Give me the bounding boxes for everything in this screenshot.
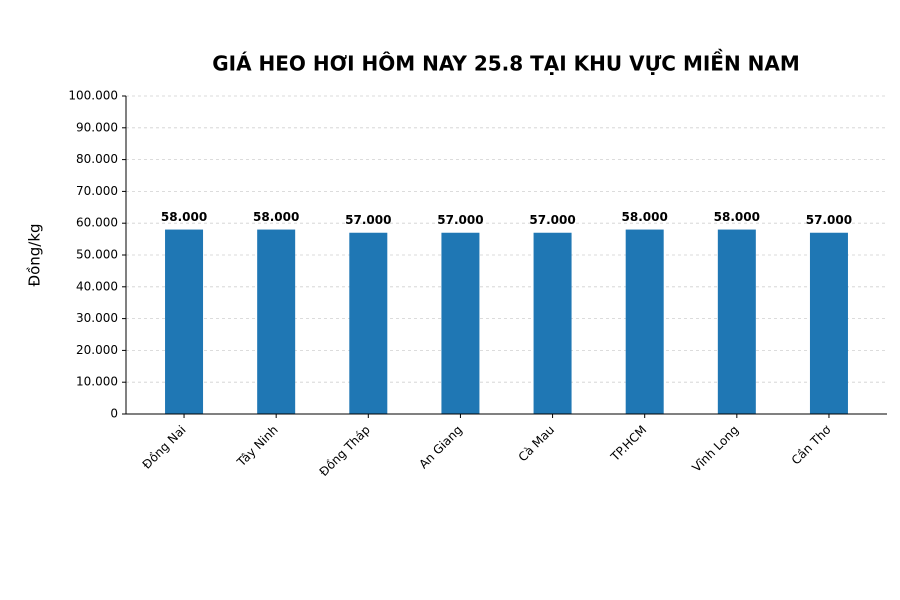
y-tick-label: 10.000: [76, 375, 118, 389]
y-tick-label: 30.000: [76, 311, 118, 325]
y-tick-label: 20.000: [76, 343, 118, 357]
y-tick-label: 70.000: [76, 184, 118, 198]
y-tick-label: 60.000: [76, 216, 118, 230]
value-label: 57.000: [529, 213, 575, 227]
bar: [625, 229, 664, 414]
y-tick-label: 100.000: [68, 89, 118, 103]
y-axis-label: Đồng/kg: [26, 223, 44, 286]
x-tick-label: TP.HCM: [607, 423, 649, 465]
y-tick-label: 40.000: [76, 279, 118, 293]
value-label: 58.000: [161, 210, 207, 224]
bar: [257, 229, 296, 414]
bar: [441, 232, 480, 414]
bar: [533, 232, 572, 414]
y-tick-label: 90.000: [76, 120, 118, 134]
x-tick-label: Đồng Nai: [140, 423, 189, 472]
chart-title: GIÁ HEO HƠI HÔM NAY 25.8 TẠI KHU VỰC MIỀ…: [212, 50, 800, 76]
x-tick-label: Tây Ninh: [234, 423, 281, 470]
x-tick-label: Cà Mau: [516, 423, 558, 465]
x-tick-label: Cần Thơ: [789, 422, 834, 467]
bar: [349, 232, 388, 414]
value-label: 57.000: [345, 213, 391, 227]
bar: [717, 229, 756, 414]
value-label: 58.000: [622, 210, 668, 224]
value-label: 57.000: [806, 213, 852, 227]
bar: [165, 229, 204, 414]
x-tick-label: An Giang: [416, 423, 465, 472]
y-tick-label: 0: [110, 407, 118, 421]
value-label: 58.000: [253, 210, 299, 224]
x-tick-label: Vĩnh Long: [689, 423, 741, 475]
x-tick-label: Đồng Tháp: [317, 423, 373, 479]
y-tick-label: 80.000: [76, 152, 118, 166]
value-label: 57.000: [437, 213, 483, 227]
value-label: 58.000: [714, 210, 760, 224]
y-tick-label: 50.000: [76, 248, 118, 262]
bar: [809, 232, 848, 414]
